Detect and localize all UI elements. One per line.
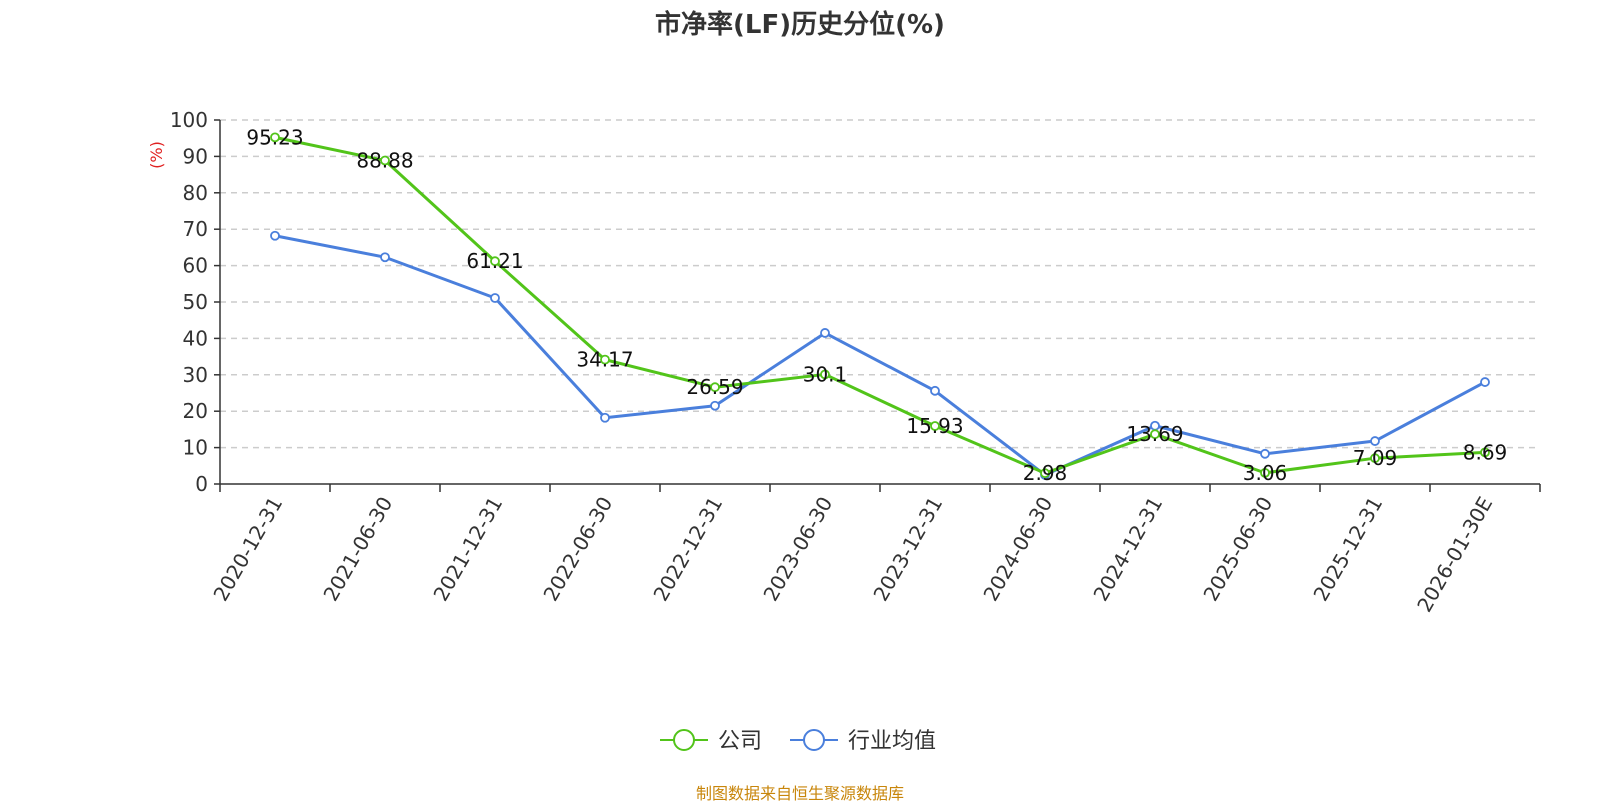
series (270, 132, 1490, 480)
y-tick-label: 60 (183, 254, 208, 278)
y-tick-label: 30 (183, 363, 208, 387)
x-tick-label: 2021-06-30 (318, 493, 397, 606)
data-label: 2.98 (1023, 461, 1068, 485)
legend-label: 公司 (718, 729, 762, 754)
y-tick-label: 20 (183, 399, 208, 423)
data-point (930, 385, 940, 396)
x-tick-label: 2025-06-30 (1198, 493, 1277, 606)
data-point (380, 252, 390, 263)
x-tick-label: 2020-12-31 (208, 493, 287, 606)
data-label: 88.88 (356, 148, 413, 172)
data-point (710, 400, 720, 411)
y-tick-label: 40 (183, 326, 208, 350)
y-axis-label: (%) (147, 141, 166, 169)
x-tick-label: 2023-06-30 (758, 493, 837, 606)
y-tick-label: 50 (183, 290, 208, 314)
data-point (270, 132, 280, 143)
y-tick-label: 10 (183, 436, 208, 460)
x-tick-label: 2022-12-31 (648, 493, 727, 606)
data-point (1370, 436, 1380, 446)
x-axis-ticks: 2020-12-31 2021-06-30 2021-12-31 2022-06-30… (208, 484, 1541, 617)
chart-title: 市净率(LF)历史分位(%) (655, 10, 945, 40)
legend-label: 行业均值 (848, 729, 936, 754)
y-tick-label: 100 (170, 108, 208, 132)
x-tick-label: 2025-12-31 (1308, 493, 1387, 606)
series-line-0 (274, 135, 1486, 475)
data-point (930, 421, 940, 431)
data-point (600, 354, 610, 365)
y-tick-label: 70 (183, 217, 208, 241)
source-note: 制图数据来自恒生聚源数据库 (695, 784, 904, 803)
data-point (1370, 453, 1380, 464)
legend[interactable]: 公司 行业均值 (660, 729, 936, 754)
legend-marker (803, 729, 825, 751)
data-point (710, 382, 720, 393)
data-label: 95.23 (246, 125, 303, 149)
x-tick-label: 2026-01-30E (1412, 493, 1497, 617)
data-point (490, 256, 500, 267)
x-tick-label: 2024-06-30 (978, 493, 1057, 606)
y-tick-label: 90 (183, 144, 208, 168)
data-point (1040, 468, 1050, 479)
x-tick-label: 2023-12-31 (868, 493, 947, 606)
x-tick-label: 2024-12-31 (1088, 493, 1167, 606)
data-point (1480, 447, 1490, 458)
data-point (490, 293, 500, 303)
legend-item-0[interactable]: 公司 (660, 729, 762, 754)
data-point (1260, 467, 1270, 478)
data-point (600, 412, 610, 423)
data-label: 3.06 (1243, 461, 1288, 485)
data-label: 15.93 (906, 414, 963, 438)
legend-marker (673, 729, 695, 751)
data-label: 30.1 (803, 362, 848, 386)
data-point (1150, 429, 1160, 440)
x-tick-label: 2021-12-31 (428, 493, 507, 606)
data-point (1480, 377, 1490, 387)
data-point (380, 155, 390, 166)
data-label: 34.17 (576, 348, 633, 372)
data-point (820, 369, 830, 380)
legend-item-1[interactable]: 行业均值 (790, 729, 936, 754)
data-label: 7.09 (1353, 446, 1398, 470)
data-point (270, 230, 280, 241)
y-tick-label: 80 (183, 181, 208, 205)
data-labels: 95.23 88.88 61.21 34.17 26.59 30.1 15.93 2.98 13… (246, 125, 1507, 485)
data-label: 61.21 (466, 249, 523, 273)
data-label: 8.69 (1463, 440, 1508, 464)
data-label: 26.59 (686, 375, 743, 399)
data-point (820, 328, 830, 338)
y-tick-label: 0 (195, 472, 208, 496)
grid-lines (220, 119, 1540, 449)
data-label: 13.69 (1126, 422, 1183, 446)
data-point (1260, 448, 1270, 459)
series-line-1 (274, 234, 1486, 477)
y-axis-ticks: 0 10 20 30 40 50 60 70 80 90 100 (170, 108, 220, 496)
x-tick-label: 2022-06-30 (538, 493, 617, 606)
